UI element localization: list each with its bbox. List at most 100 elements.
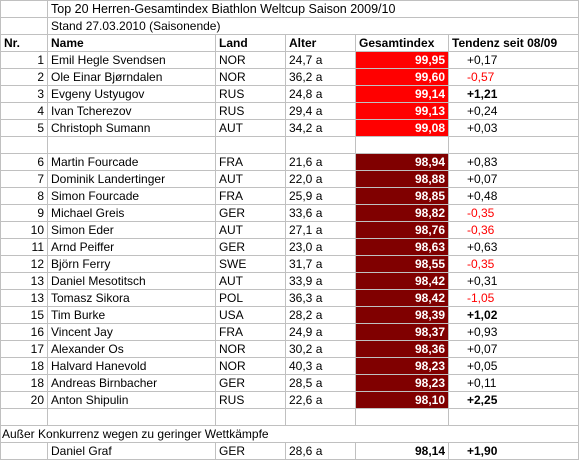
title-row: Top 20 Herren-Gesamtindex Biathlon Weltc… [0,0,580,18]
name-cell: Dominik Landertinger [47,170,216,188]
trend-cell: +0,48 [447,187,580,205]
rank-cell: 13 [0,272,48,290]
name-cell: Evgeny Ustyugov [47,85,216,103]
index-cell: 98,23 [355,357,449,375]
table-row: 18 Halvard Hanevold NOR 40,3 a 98,23 +0,05 [0,357,580,375]
table-row: 7 Dominik Landertinger AUT 22,0 a 98,88 +0,07 [0,170,580,188]
rank-cell: 9 [0,204,48,222]
country-cell: GER [215,238,286,256]
trend-cell: +0,83 [447,153,580,171]
rank-cell: 2 [0,68,48,86]
trend-cell: -0,35 [447,204,580,222]
rank-cell: 12 [0,255,48,273]
table-row: 2 Ole Einar Bjørndalen NOR 36,2 a 99,60 -0,57 [0,68,580,86]
index-cell: 98,82 [355,204,449,222]
name-cell: Michael Greis [47,204,216,222]
table-row: 5 Christoph Sumann AUT 34,2 a 99,08 +0,03 [0,119,580,137]
name-cell: Tomasz Sikora [47,289,216,307]
table-row: 17 Alexander Os NOR 30,2 a 98,36 +0,07 [0,340,580,358]
age-cell: 28,2 a [285,306,356,324]
age-cell: 28,6 a [285,442,356,460]
trend-cell: -1,05 [447,289,580,307]
country-cell: FRA [215,187,286,205]
index-cell: 98,94 [355,153,449,171]
table-row: 4 Ivan Tcherezov RUS 29,4 a 99,13 +0,24 [0,102,580,120]
trend-cell: -0,36 [447,221,580,239]
index-cell: 99,14 [355,85,449,103]
name-cell: Vincent Jay [47,323,216,341]
trend-cell: -0,35 [447,255,580,273]
table-row: 6 Martin Fourcade FRA 21,6 a 98,94 +0,83 [0,153,580,171]
spacer-row [0,136,580,154]
rank-cell: 6 [0,153,48,171]
rank-cell: 15 [0,306,48,324]
rank-cell: 8 [0,187,48,205]
country-cell: GER [215,204,286,222]
name-cell: Arnd Peiffer [47,238,216,256]
spacer-row [0,408,580,426]
rank-cell: 4 [0,102,48,120]
country-cell: FRA [215,153,286,171]
age-cell: 22,0 a [285,170,356,188]
table-row: 9 Michael Greis GER 33,6 a 98,82 -0,35 [0,204,580,222]
index-cell: 98,63 [355,238,449,256]
country-cell: GER [215,442,286,460]
rank-cell: 18 [0,357,48,375]
index-cell: 99,60 [355,68,449,86]
index-cell: 99,08 [355,119,449,137]
header-name: Name [47,34,216,52]
trend-cell: +0,24 [447,102,580,120]
index-cell: 98,23 [355,374,449,392]
age-cell: 23,0 a [285,238,356,256]
table-row: 3 Evgeny Ustyugov RUS 24,8 a 99,14 +1,21 [0,85,580,103]
name-cell: Martin Fourcade [47,153,216,171]
header-row: Nr. Name Land Alter Gesamtindex Tendenz … [0,34,580,52]
age-cell: 40,3 a [285,357,356,375]
age-cell: 36,3 a [285,289,356,307]
rank-cell: 13 [0,289,48,307]
country-cell: NOR [215,357,286,375]
table-row: 11 Arnd Peiffer GER 23,0 a 98,63 +0,63 [0,238,580,256]
index-cell: 98,10 [355,391,449,409]
name-cell: Daniel Graf [47,442,216,460]
rank-cell: 18 [0,374,48,392]
trend-cell: +0,07 [447,170,580,188]
extra-row: Daniel Graf GER 28,6 a 98,14 +1,90 [0,442,580,460]
age-cell: 25,9 a [285,187,356,205]
country-cell: NOR [215,68,286,86]
age-cell: 28,5 a [285,374,356,392]
name-cell: Andreas Birnbacher [47,374,216,392]
header-tendenz: Tendenz seit 08/09 [447,34,580,52]
trend-cell: +0,05 [447,357,580,375]
table-row: 15 Tim Burke USA 28,2 a 98,39 +1,02 [0,306,580,324]
country-cell: NOR [215,340,286,358]
rank-cell: 11 [0,238,48,256]
name-cell: Simon Fourcade [47,187,216,205]
age-cell: 27,1 a [285,221,356,239]
table-row: 20 Anton Shipulin RUS 22,6 a 98,10 +2,25 [0,391,580,409]
index-cell: 98,39 [355,306,449,324]
index-cell: 98,76 [355,221,449,239]
trend-cell: +2,25 [447,391,580,409]
age-cell: 29,4 a [285,102,356,120]
index-cell: 98,85 [355,187,449,205]
index-cell: 98,14 [355,442,449,460]
age-cell: 31,7 a [285,255,356,273]
rank-cell: 10 [0,221,48,239]
country-cell: RUS [215,85,286,103]
page-subtitle: Stand 27.03.2010 (Saisonende) [46,17,580,35]
age-cell: 30,2 a [285,340,356,358]
name-cell: Emil Hegle Svendsen [47,51,216,69]
age-cell: 33,9 a [285,272,356,290]
index-cell: 98,36 [355,340,449,358]
rank-cell: 17 [0,340,48,358]
note-row: Außer Konkurrenz wegen zu geringer Wettk… [0,425,580,443]
index-cell: 99,13 [355,102,449,120]
name-cell: Alexander Os [47,340,216,358]
trend-cell: +0,63 [447,238,580,256]
name-cell: Daniel Mesotitsch [47,272,216,290]
subtitle-row: Stand 27.03.2010 (Saisonende) [0,17,580,35]
country-cell: FRA [215,323,286,341]
name-cell: Halvard Hanevold [47,357,216,375]
